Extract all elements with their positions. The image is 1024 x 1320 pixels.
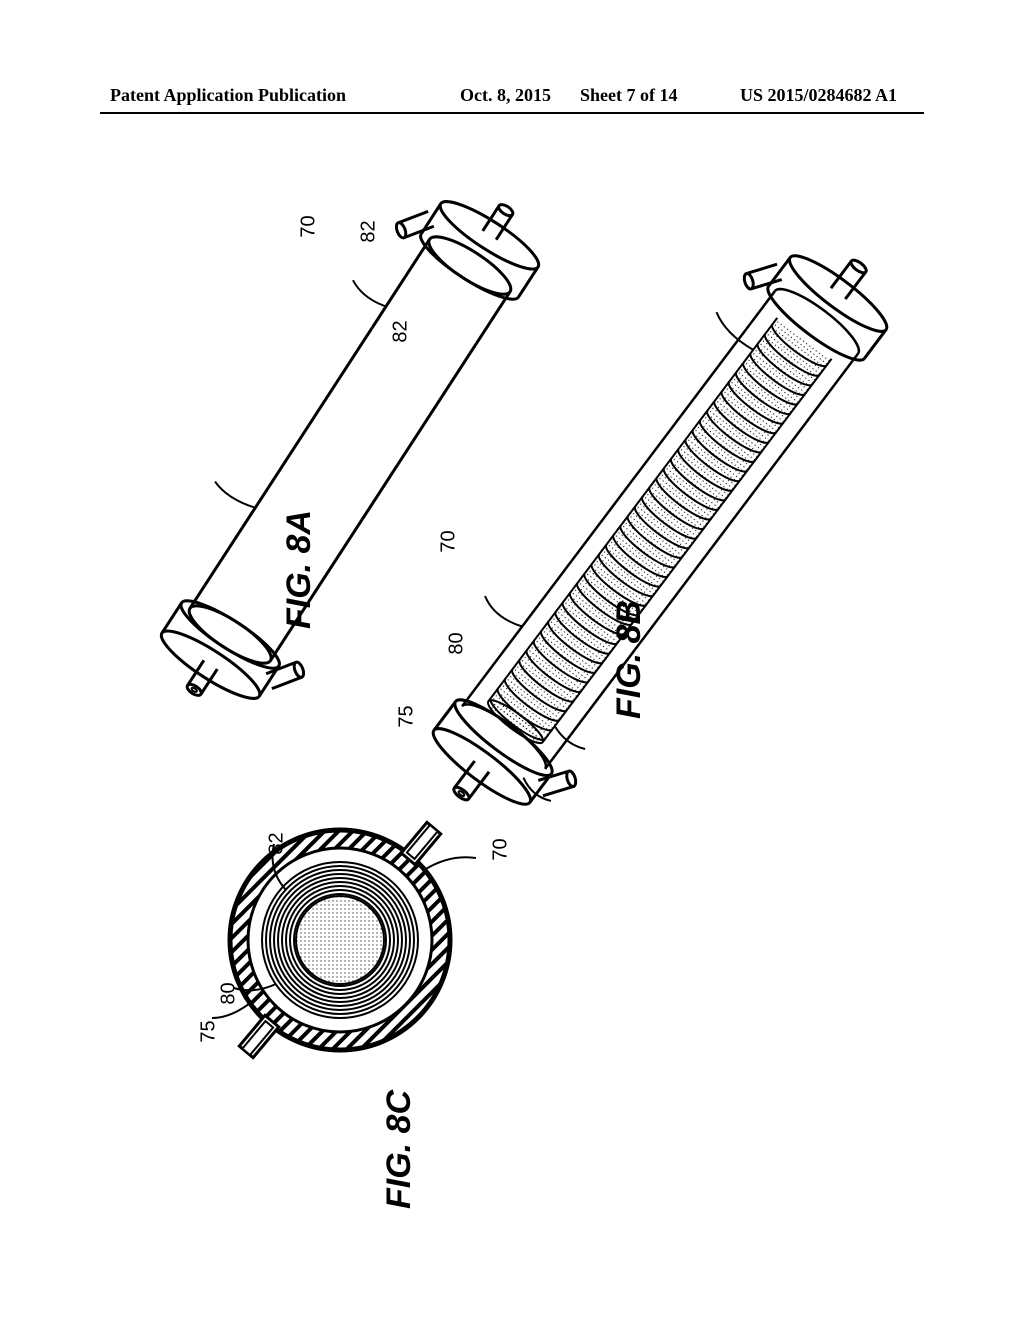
header-rule xyxy=(100,112,924,114)
fig-8c-label: FIG. 8C xyxy=(380,1090,419,1209)
fig-8a-label: FIG. 8A xyxy=(280,510,319,629)
fig-8c-svg xyxy=(160,760,520,1120)
ref-8a-70: 70 xyxy=(298,215,321,237)
header-sheet: Sheet 7 of 14 xyxy=(580,85,678,106)
ref-8c-75: 75 xyxy=(198,1020,221,1042)
ref-8b-82: 82 xyxy=(390,320,413,342)
fig-8b-svg xyxy=(350,180,990,860)
header-pub-no: US 2015/0284682 A1 xyxy=(740,85,897,106)
ref-8b-75: 75 xyxy=(396,705,419,727)
ref-8c-80: 80 xyxy=(218,982,241,1004)
header-date: Oct. 8, 2015 xyxy=(460,85,551,106)
ref-8c-70: 70 xyxy=(490,838,513,860)
ref-8b-70: 70 xyxy=(438,530,461,552)
drawing-canvas: FIG. 8A FIG. 8B FIG. 8C 70 82 70 82 80 7… xyxy=(90,140,934,1200)
ref-8c-82: 82 xyxy=(266,832,289,854)
ref-8a-82: 82 xyxy=(358,220,381,242)
header-pub-type: Patent Application Publication xyxy=(110,85,346,106)
fig-8b-label: FIG. 8B xyxy=(610,600,649,719)
ref-8b-80: 80 xyxy=(446,632,469,654)
